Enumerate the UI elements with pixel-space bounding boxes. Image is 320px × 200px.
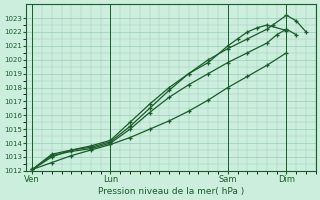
X-axis label: Pression niveau de la mer( hPa ): Pression niveau de la mer( hPa )	[98, 187, 244, 196]
